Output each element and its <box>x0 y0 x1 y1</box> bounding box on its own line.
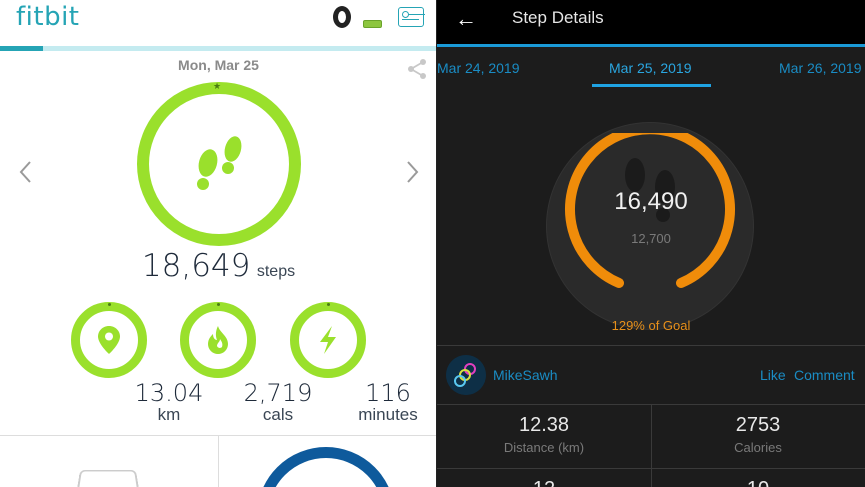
distance-unit: km <box>157 405 181 424</box>
header-accent-line <box>437 44 865 47</box>
tab-bar-active-indicator <box>0 46 43 51</box>
calories-value: 2,719 <box>243 379 313 407</box>
steps-count: 18,649 steps <box>0 248 437 284</box>
profile-card-icon[interactable] <box>398 7 424 27</box>
comment-button[interactable]: Comment <box>794 367 855 383</box>
tab-mar-26[interactable]: Mar 26, 2019 <box>779 60 862 76</box>
flame-icon <box>208 326 228 354</box>
fitbit-logo: fitbit <box>16 2 80 32</box>
footprints-icon <box>625 158 675 222</box>
steps-unit: steps <box>256 263 296 280</box>
battery-icon <box>363 20 382 28</box>
steps-value: 18,649 <box>141 248 251 284</box>
divider <box>651 405 652 487</box>
share-icon[interactable] <box>406 58 428 80</box>
calories-label: Calories <box>734 440 782 455</box>
garmin-panel: ← Step Details Mar 24, 2019 Mar 25, 2019… <box>437 0 865 487</box>
distance-stat: 12.38 Distance (km) <box>437 414 651 455</box>
steps-progress-ring <box>565 133 735 288</box>
footprints-icon <box>197 136 242 190</box>
divider <box>437 404 865 405</box>
date-label: Mon, Mar 25 <box>178 57 259 73</box>
goal-dot <box>216 303 220 306</box>
tab-mar-25[interactable]: Mar 25, 2019 <box>609 60 692 76</box>
goal-star-icon: ★ <box>213 81 222 91</box>
page-title: Step Details <box>512 8 604 27</box>
stat-3: 12 <box>437 478 651 487</box>
divider <box>437 345 865 346</box>
tab-bar <box>0 46 437 51</box>
divider <box>218 436 219 487</box>
goal-percentage: 129% of Goal <box>611 318 691 333</box>
avatar[interactable] <box>446 355 486 395</box>
weight-scale-icon[interactable] <box>75 469 141 487</box>
username-link[interactable]: MikeSawh <box>493 367 558 383</box>
steps-value: 16,490 <box>614 188 688 215</box>
distance-label: Distance (km) <box>503 440 585 455</box>
divider <box>437 468 865 469</box>
stat-4: 10 <box>651 478 865 487</box>
calories-value: 2753 <box>735 414 781 436</box>
next-day-chevron-icon[interactable] <box>402 158 422 186</box>
tracker-device-icon[interactable] <box>333 6 351 28</box>
previous-day-chevron-icon[interactable] <box>16 158 36 186</box>
map-pin-icon <box>98 326 120 354</box>
distance-ring[interactable] <box>71 302 147 378</box>
goal-dot <box>107 303 111 306</box>
fitbit-panel: fitbit Mon, Mar 25 ★ 18,649 steps 13.04 … <box>0 0 437 487</box>
lightning-icon <box>320 326 336 354</box>
calories-ring[interactable] <box>180 302 256 378</box>
steps-dial <box>547 123 753 329</box>
stat-3-value: 12 <box>437 478 651 487</box>
distance-value: 12.38 <box>518 414 570 436</box>
app-bar: ← Step Details <box>437 0 865 44</box>
distance-value: 13.04 <box>134 379 204 407</box>
minutes-value: 116 <box>365 379 411 407</box>
back-arrow-icon[interactable]: ← <box>455 6 477 31</box>
active-tab-indicator <box>592 84 711 87</box>
like-button[interactable]: Like <box>760 367 786 383</box>
sleep-ring[interactable] <box>257 447 395 487</box>
goal-value: 12,700 <box>631 231 671 246</box>
tab-mar-24[interactable]: Mar 24, 2019 <box>437 60 520 76</box>
divider <box>0 435 437 436</box>
active-minutes-ring[interactable] <box>290 302 366 378</box>
calories-stat: 2753 Calories <box>651 414 865 455</box>
minutes-unit: minutes <box>358 405 418 424</box>
stat-4-value: 10 <box>651 478 865 487</box>
goal-dot <box>326 303 330 306</box>
calories-unit: cals <box>262 405 294 424</box>
